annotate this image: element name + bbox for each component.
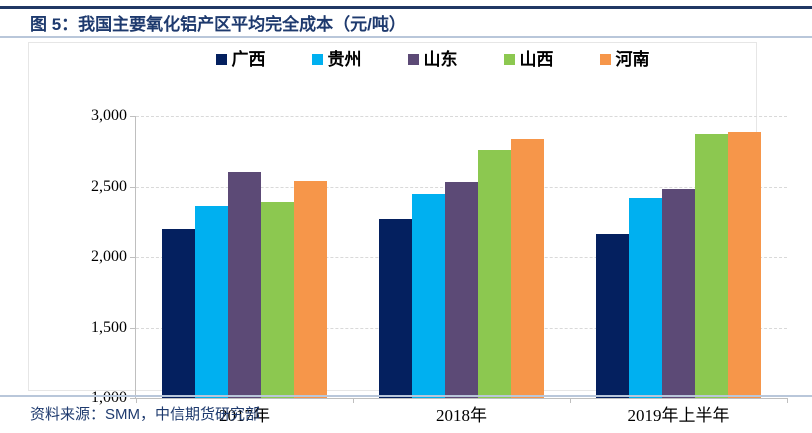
x-axis-tick [136,398,137,403]
bar-河南-2019年上半年 [728,131,761,398]
bar-山西-2018年 [478,149,511,398]
x-axis-label: 2018年 [436,406,487,425]
y-axis-label: 3,000 [91,107,127,124]
y-axis-tick [130,398,136,399]
bar-贵州-2019年上半年 [629,197,662,398]
bar-山东-2018年 [445,182,478,398]
legend-item-4: 山西 [503,50,554,69]
legend-item-5: 河南 [599,50,650,69]
data-source-note: 资料来源：SMM，中信期货研究部 [30,406,260,423]
chart-frame: 广西 贵州 山东 山西 河南 1,000 1,500 2,000 2,500 3,000 2017… [28,42,788,424]
x-axis-label: 2017年 [219,406,270,425]
legend-label: 山东 [423,50,458,69]
y-axis-label: 1,500 [91,318,127,336]
legend-swatch-icon [215,54,227,65]
y-axis-label: 2,000 [91,248,127,265]
x-axis-tick [787,398,788,403]
bar-group [353,116,570,398]
top-divider [0,6,812,9]
bar-山西-2019年上半年 [695,134,728,398]
plot-area: 1,000 1,500 2,000 2,500 3,000 2017年 2018年 2019年… [91,108,788,424]
chart-legend: 广西 贵州 山东 山西 河南 [107,51,758,68]
y-axis-tick [130,116,136,117]
bar-山东-2017年 [228,172,261,398]
y-axis-label: 2,500 [91,177,127,195]
bar-group [136,116,353,398]
legend-swatch-icon [407,54,419,65]
bar-广西-2019年上半年 [596,234,629,398]
legend-label: 山西 [519,50,554,69]
bar-贵州-2017年 [195,206,228,398]
bar-贵州-2018年 [412,193,445,398]
bar-广西-2018年 [379,218,412,398]
legend-item-2: 贵州 [311,50,362,69]
legend-swatch-icon [599,54,611,65]
gridline [136,116,787,117]
legend-swatch-icon [503,54,515,65]
x-axis-tick [570,398,571,403]
bar-河南-2017年 [294,180,327,398]
bar-山西-2017年 [261,202,294,398]
title-divider [0,36,812,38]
legend-label: 贵州 [327,50,362,69]
y-axis-tick [130,327,136,329]
bar-group [570,116,787,398]
legend-swatch-icon [311,54,323,65]
footer-divider [0,395,812,397]
x-axis-tick [353,398,354,403]
y-axis-tick [130,257,136,258]
legend-label: 河南 [615,50,650,69]
y-axis-tick [130,186,136,188]
page-title: 图 5：我国主要氧化铝产区平均完全成本（元/吨） [30,15,406,34]
bar-广西-2017年 [162,228,195,398]
legend-item-3: 山东 [407,50,458,69]
legend-item-1: 广西 [215,50,266,69]
bar-山东-2019年上半年 [662,189,695,398]
y-axis-label: 1,000 [91,389,127,406]
x-axis-label: 2019年上半年 [627,406,730,425]
legend-label: 广西 [231,50,266,69]
bar-河南-2018年 [511,138,544,398]
